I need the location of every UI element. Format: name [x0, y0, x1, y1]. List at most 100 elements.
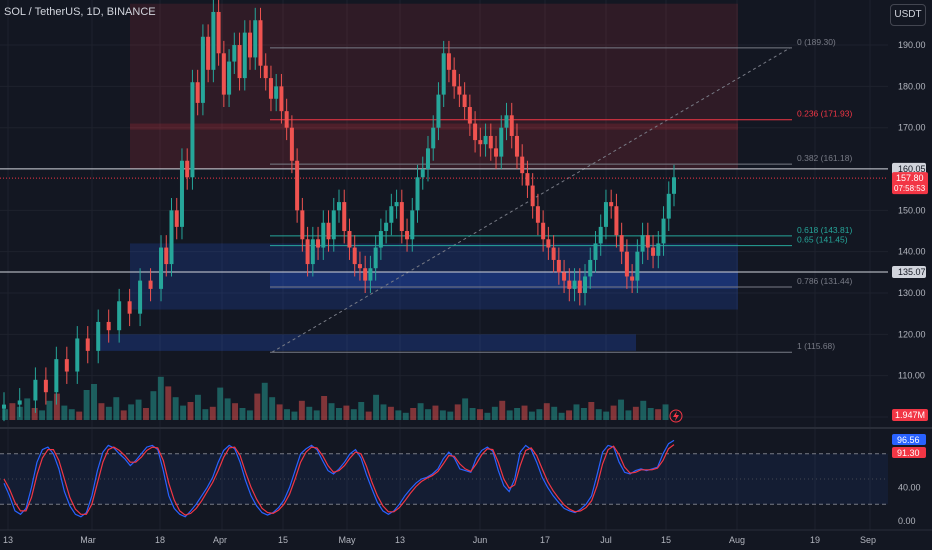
- candle-body: [138, 280, 143, 314]
- volume-bar: [350, 409, 357, 420]
- stoch-k-line: [3, 439, 675, 518]
- candle-body: [368, 268, 373, 281]
- candle-body: [446, 53, 451, 70]
- candle-body: [248, 32, 253, 58]
- candle-body: [535, 206, 540, 223]
- volume-bar: [165, 386, 172, 420]
- candle-body: [551, 247, 556, 260]
- price-tag-label: 160.05: [898, 164, 926, 174]
- volume-bar: [603, 411, 610, 420]
- candle-body: [420, 169, 425, 178]
- candle-body: [342, 202, 347, 232]
- candle-body: [190, 82, 195, 178]
- stoch-d-value: 91.30: [897, 448, 920, 458]
- candle-body: [425, 148, 430, 170]
- price-tick-label: 170.00: [898, 123, 926, 133]
- volume-bar: [180, 405, 187, 420]
- candle-body: [499, 127, 504, 157]
- candle-body: [117, 301, 122, 331]
- price-tick-label: 120.00: [898, 329, 926, 339]
- candle-body: [263, 65, 268, 79]
- volume-bar: [298, 400, 305, 420]
- volume-bar: [98, 403, 105, 420]
- price-tick-label: 140.00: [898, 247, 926, 257]
- candle-body: [530, 185, 535, 207]
- candle-body: [494, 148, 499, 157]
- volume-bar: [566, 410, 573, 420]
- osc-tick-label: 0.00: [898, 516, 916, 526]
- candle-body: [216, 11, 221, 54]
- candle-body: [624, 251, 629, 277]
- candle-body: [656, 243, 661, 256]
- volume-bar: [521, 405, 528, 420]
- volume-bar: [402, 412, 409, 420]
- volume-bar: [625, 410, 632, 420]
- price-tick-label: 150.00: [898, 205, 926, 215]
- candle-body: [17, 400, 22, 405]
- osc-tick-label: 40.00: [898, 482, 921, 492]
- candle-body: [195, 82, 200, 103]
- candle-body: [541, 222, 546, 240]
- candle-body: [583, 276, 588, 294]
- candle-body: [64, 359, 69, 372]
- candle-body: [164, 247, 169, 265]
- candle-body: [483, 135, 488, 145]
- candle-body: [373, 247, 378, 269]
- volume-tag-label: 1.947M: [895, 410, 925, 420]
- candle-body: [232, 45, 237, 62]
- volume-bar: [306, 406, 313, 420]
- volume-bar: [239, 408, 246, 420]
- candle-body: [661, 218, 666, 244]
- candle-body: [310, 239, 315, 265]
- candle-body: [556, 259, 561, 273]
- volume-bar: [387, 406, 394, 420]
- candle-body: [473, 123, 478, 141]
- last-price-tag-bg: [892, 172, 928, 195]
- volume-bar: [477, 409, 483, 420]
- volume-bar: [31, 408, 38, 420]
- volume-bar: [39, 410, 46, 420]
- time-tick-label: Mar: [80, 535, 96, 545]
- volume-bar: [46, 400, 53, 420]
- candle-body: [253, 20, 258, 58]
- volume-tag-bg: [892, 409, 928, 421]
- volume-bar: [157, 376, 164, 420]
- volume-bar: [380, 404, 387, 420]
- candle-body: [394, 202, 399, 207]
- candle-body: [651, 247, 656, 256]
- volume-bar: [432, 405, 439, 420]
- lightning-icon: [673, 411, 679, 421]
- candle-body: [43, 379, 48, 393]
- volume-bar: [83, 390, 90, 420]
- candle-body: [185, 160, 190, 178]
- volume-bar: [269, 397, 276, 420]
- candle-body: [174, 210, 179, 227]
- price-tick-label: 190.00: [898, 40, 926, 50]
- candle-body: [640, 235, 645, 252]
- candle-body: [227, 61, 232, 95]
- price-tag-bg: [892, 162, 926, 175]
- time-tick-label: 13: [3, 535, 13, 545]
- time-tick-label: Aug: [729, 535, 745, 545]
- volume-bar: [558, 412, 565, 420]
- time-tick-label: 15: [661, 535, 671, 545]
- volume-bar: [246, 410, 253, 420]
- price-tick-label: 110.00: [898, 371, 925, 381]
- volume-bar: [254, 393, 261, 420]
- candle-body: [159, 247, 164, 289]
- supply-zone-upper: [130, 3, 738, 130]
- volume-bar: [499, 400, 506, 420]
- volume-bar: [276, 404, 283, 420]
- candle-body: [305, 239, 310, 265]
- candle-body: [221, 53, 226, 95]
- candle-body: [237, 45, 242, 79]
- time-tick-label: May: [338, 535, 356, 545]
- volume-bar: [313, 410, 320, 420]
- volume-bar: [528, 411, 535, 420]
- candle-body: [258, 20, 263, 66]
- volume-bar: [261, 382, 268, 420]
- currency-button[interactable]: USDT: [890, 4, 926, 26]
- volume-bar: [53, 393, 60, 420]
